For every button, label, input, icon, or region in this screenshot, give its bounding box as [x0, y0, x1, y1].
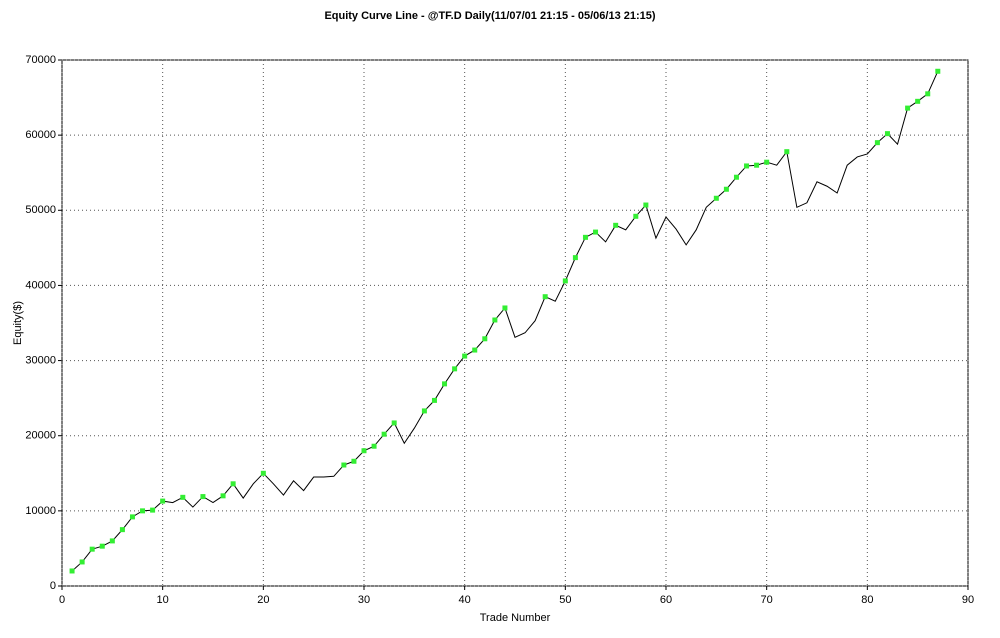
- new-high-marker: [884, 131, 890, 137]
- x-tick-label: 50: [559, 594, 571, 606]
- new-high-marker: [421, 408, 427, 414]
- new-high-marker: [140, 508, 146, 514]
- x-tick-label: 10: [157, 594, 169, 606]
- new-high-marker: [723, 186, 729, 192]
- new-high-marker: [69, 568, 75, 574]
- new-high-marker: [160, 498, 166, 504]
- new-high-marker: [452, 366, 458, 372]
- new-high-marker: [874, 140, 880, 146]
- new-high-marker: [593, 229, 599, 235]
- new-high-marker: [371, 443, 377, 449]
- new-high-marker: [915, 98, 921, 104]
- new-high-marker: [613, 222, 619, 228]
- x-tick-label: 0: [59, 594, 65, 606]
- new-high-marker: [905, 105, 911, 111]
- new-high-marker: [542, 294, 548, 300]
- new-high-marker: [381, 431, 387, 437]
- y-axis-label: Equity($): [12, 301, 24, 345]
- new-high-marker: [935, 68, 941, 74]
- y-tick-label: 60000: [25, 129, 56, 141]
- x-tick-label: 20: [257, 594, 269, 606]
- x-tick-label: 30: [358, 594, 370, 606]
- new-high-marker: [502, 305, 508, 311]
- new-high-marker: [99, 543, 105, 549]
- y-tick-label: 70000: [25, 54, 56, 66]
- x-tick-label: 90: [962, 594, 974, 606]
- new-high-marker: [925, 91, 931, 97]
- new-high-marker: [442, 381, 448, 387]
- plot-frame: [61, 59, 969, 587]
- new-high-marker: [582, 234, 588, 240]
- x-tick-label: 40: [459, 594, 471, 606]
- new-high-marker: [492, 317, 498, 323]
- new-high-marker: [643, 202, 649, 208]
- y-tick-label: 10000: [25, 505, 56, 517]
- new-high-marker: [633, 213, 639, 219]
- new-high-marker: [220, 493, 226, 499]
- new-high-marker: [572, 255, 578, 261]
- x-axis-label: Trade Number: [480, 612, 551, 624]
- new-high-marker: [733, 174, 739, 180]
- new-high-marker: [89, 546, 95, 552]
- new-high-marker: [744, 163, 750, 169]
- y-tick-label: 0: [50, 580, 56, 592]
- new-high-marker: [361, 448, 367, 454]
- y-tick-label: 50000: [25, 204, 56, 216]
- new-high-marker: [150, 507, 156, 513]
- new-high-marker: [754, 162, 760, 168]
- new-high-marker: [462, 353, 468, 359]
- new-high-marker: [482, 336, 488, 342]
- new-high-marker: [200, 494, 206, 500]
- new-high-marker: [431, 397, 437, 403]
- new-high-marker: [784, 149, 790, 155]
- new-high-marker: [79, 559, 85, 565]
- new-high-marker: [180, 494, 186, 500]
- new-high-marker: [764, 159, 770, 165]
- y-tick-label: 30000: [25, 354, 56, 366]
- new-high-marker: [713, 195, 719, 201]
- new-high-marker: [109, 538, 115, 544]
- new-high-marker: [341, 462, 347, 468]
- x-tick-label: 60: [660, 594, 672, 606]
- y-tick-label: 40000: [25, 279, 56, 291]
- new-high-marker: [562, 278, 568, 284]
- new-high-marker: [119, 527, 125, 533]
- new-high-marker: [391, 420, 397, 426]
- new-high-marker: [472, 347, 478, 353]
- new-high-marker: [260, 470, 266, 476]
- new-high-marker: [351, 458, 357, 464]
- chart-title: Equity Curve Line - @TF.D Daily(11/07/01…: [324, 10, 655, 22]
- x-tick-label: 80: [861, 594, 873, 606]
- new-high-marker: [129, 514, 135, 520]
- y-tick-label: 20000: [25, 430, 56, 442]
- x-tick-label: 70: [761, 594, 773, 606]
- new-high-marker: [230, 481, 236, 487]
